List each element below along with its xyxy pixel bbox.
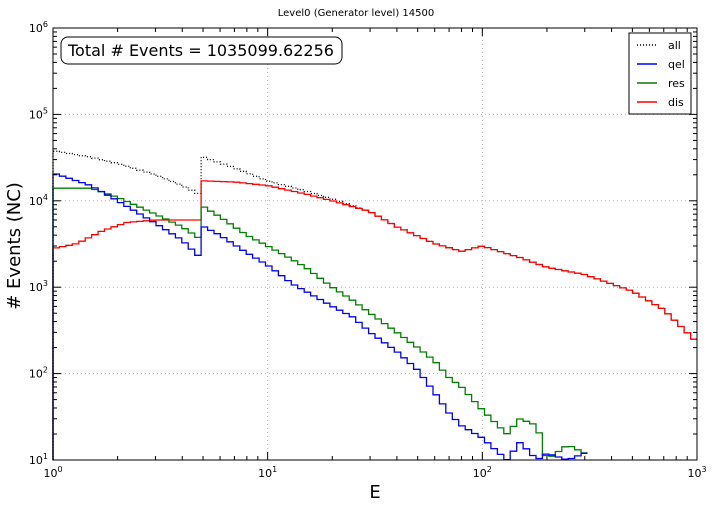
x-tick-label: 103 xyxy=(687,465,706,480)
annotation-frame xyxy=(60,36,343,65)
legend-label-all: all xyxy=(668,39,681,52)
y-tick-label: 102 xyxy=(29,366,48,381)
series-layer xyxy=(52,150,697,461)
y-tick-label: 106 xyxy=(29,20,48,35)
legend: all qel res dis xyxy=(628,32,692,115)
series-line-dis xyxy=(52,180,697,460)
x-tick-label: 101 xyxy=(258,465,277,480)
legend-frame xyxy=(628,32,692,115)
ticks xyxy=(52,27,698,461)
legend-label-dis: dis xyxy=(668,96,684,109)
x-tick-label: 100 xyxy=(43,465,62,480)
annotation-box: Total # Events = 1035099.62256 xyxy=(60,36,343,65)
series-line-all xyxy=(52,150,697,460)
y-tick-label: 104 xyxy=(29,193,48,208)
y-axis-label: # Events (NC) xyxy=(4,182,25,310)
x-axis-label: E xyxy=(369,482,380,503)
plot-frame xyxy=(52,27,698,461)
y-tick-label: 103 xyxy=(29,279,48,294)
series-line-res xyxy=(52,187,588,460)
series-line-qel xyxy=(52,173,588,461)
annotation-text: Total # Events = 1035099.62256 xyxy=(67,41,334,60)
chart-title: Level0 (Generator level) 14500 xyxy=(278,8,434,19)
x-tick-label: 102 xyxy=(473,465,492,480)
y-tick-label: 105 xyxy=(29,106,48,121)
y-tick-label: 101 xyxy=(29,452,48,467)
legend-label-qel: qel xyxy=(668,58,685,71)
grid xyxy=(53,28,697,460)
legend-label-res: res xyxy=(668,77,685,90)
